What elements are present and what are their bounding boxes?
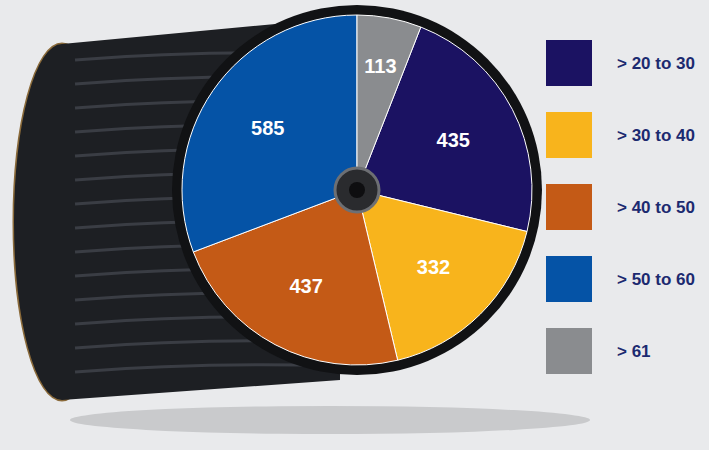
reel (14, 5, 590, 434)
legend-swatch (546, 184, 592, 230)
hub (335, 168, 379, 212)
legend-label: > 50 to 60 (617, 270, 695, 289)
legend: > 20 to 30 > 30 to 40 > 40 to 50 > 50 to 60… (546, 40, 695, 374)
data-label: 585 (251, 117, 284, 139)
data-label: 332 (417, 256, 450, 278)
hub-hole (349, 182, 365, 198)
data-label: 113 (364, 55, 396, 77)
data-labels: 435 332 437 585 113 (251, 55, 470, 297)
slices (182, 15, 532, 365)
background (0, 0, 709, 450)
legend-label: > 20 to 30 (617, 54, 695, 73)
data-label: 437 (290, 275, 323, 297)
legend-swatch (546, 328, 592, 374)
legend-swatch (546, 40, 592, 86)
pie-slice (357, 15, 421, 190)
legend-label: > 61 (617, 342, 651, 361)
pie-slice (182, 15, 357, 252)
front-rim (172, 5, 542, 375)
chart: 435 332 437 585 113 > 20 to 30 > 30 to 40 > 40 … (0, 0, 709, 450)
legend-label: > 30 to 40 (617, 126, 695, 145)
legend-swatch (546, 256, 592, 302)
data-label: 435 (437, 129, 470, 151)
shadow (70, 406, 590, 434)
legend-swatch (546, 112, 592, 158)
legend-label: > 40 to 50 (617, 198, 695, 217)
